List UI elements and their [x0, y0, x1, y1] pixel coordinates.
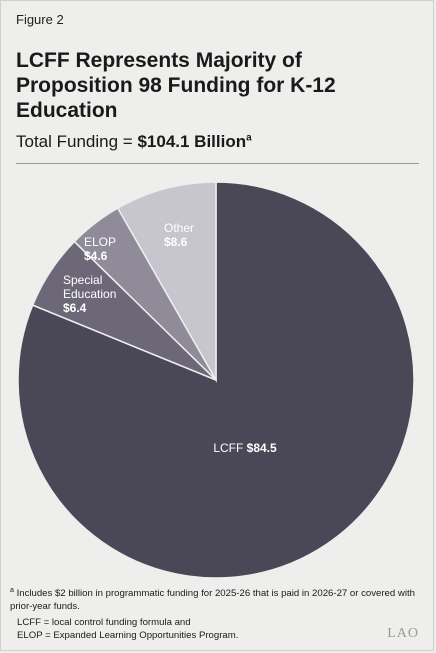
chart-title: LCFF Represents Majority of Proposition … — [16, 49, 336, 122]
slice-name: LCFF — [213, 441, 246, 455]
figure-label: Figure 2 — [16, 12, 64, 27]
slice-name: Other — [164, 221, 194, 235]
pie-chart: LCFF $84.5 Special Education $6.4 ELOP $4.6 Ot… — [17, 181, 415, 579]
slice-value: $6.4 — [63, 301, 87, 315]
chart-subtitle: Total Funding = $104.1 Billiona — [16, 132, 252, 152]
slice-label-special-education: Special Education $6.4 — [63, 273, 116, 315]
slice-value: $4.6 — [84, 249, 108, 263]
pie-labels: LCFF $84.5 Special Education $6.4 ELOP $4.6 Ot… — [63, 221, 277, 455]
slice-label-lcff: LCFF $84.5 — [213, 441, 277, 455]
slice-name: ELOP — [84, 235, 116, 249]
subtitle-prefix: Total Funding = — [16, 132, 138, 151]
footnotes: a Includes $2 billion in programmatic fu… — [10, 585, 420, 642]
slice-value: $84.5 — [247, 441, 277, 455]
slice-label-other: Other $8.6 — [164, 221, 194, 249]
slice-name: Education — [63, 287, 116, 301]
pie-slices — [17, 181, 415, 579]
pie-slice-other — [116, 181, 217, 383]
slice-label-elop: ELOP $4.6 — [84, 235, 116, 263]
slice-value: $8.6 — [164, 235, 188, 249]
footnote-a-text: Includes $2 billion in programmatic fund… — [10, 588, 415, 612]
abbreviation-lcff: LCFF = local control funding formula and — [17, 617, 191, 629]
lao-logo: LAO — [387, 626, 419, 641]
slice-name: Special — [63, 273, 102, 287]
subtitle-total: $104.1 Billion — [137, 132, 247, 151]
footnote-a-marker: a — [10, 587, 14, 594]
footnote-a: a Includes $2 billion in programmatic fu… — [10, 585, 420, 613]
title-divider — [16, 163, 419, 164]
subtitle-footnote-marker: a — [246, 132, 252, 144]
abbreviation-elop: ELOP = Expanded Learning Opportunities P… — [17, 629, 239, 641]
